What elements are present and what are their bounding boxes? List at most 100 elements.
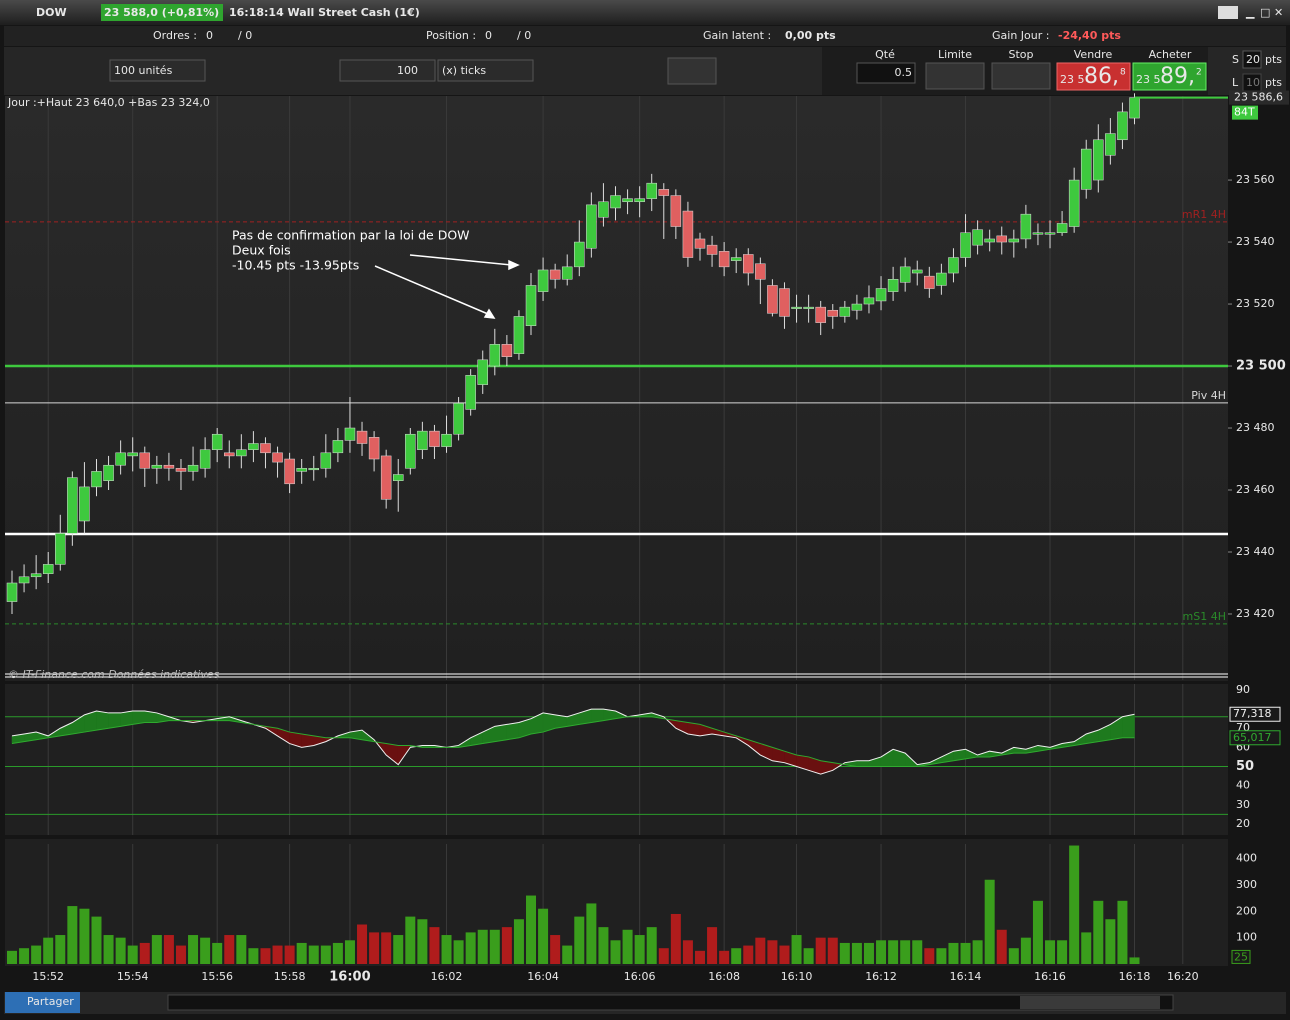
sell-sup[interactable]: 8 bbox=[1120, 68, 1126, 78]
candle-body bbox=[42, 564, 54, 574]
volume-bar bbox=[369, 932, 380, 964]
symbol: DOW bbox=[36, 6, 67, 19]
volume-bar bbox=[1069, 845, 1080, 964]
s-input[interactable] bbox=[1242, 50, 1262, 69]
buy-sup[interactable]: 2 bbox=[1196, 68, 1202, 78]
candle-body bbox=[501, 344, 513, 357]
x-tick-label: 15:52 bbox=[32, 970, 64, 983]
buy-big[interactable]: 89, bbox=[1160, 64, 1195, 89]
x-tick-label: 16:14 bbox=[950, 970, 982, 983]
candle-body bbox=[634, 198, 645, 203]
volume-bar bbox=[139, 942, 150, 964]
l-value[interactable]: 10 bbox=[1246, 76, 1260, 89]
volume-bar bbox=[429, 927, 440, 964]
band-fill bbox=[856, 760, 870, 767]
stop-buttons[interactable] bbox=[991, 62, 1051, 90]
y-tick-label: 23 480 bbox=[1236, 421, 1275, 434]
volume-bar bbox=[1032, 900, 1043, 964]
candle-body bbox=[1080, 148, 1092, 190]
volume-bar bbox=[43, 937, 54, 964]
volume-bar bbox=[622, 929, 633, 964]
units-select[interactable] bbox=[109, 59, 206, 82]
sell-prefix[interactable]: 23 5 bbox=[1060, 73, 1085, 86]
candle-body bbox=[79, 486, 90, 522]
volume-bar bbox=[91, 916, 102, 964]
volume-bar bbox=[1093, 900, 1104, 964]
volume-bar bbox=[200, 937, 211, 964]
candle-body bbox=[1117, 111, 1128, 141]
last-price-box bbox=[1229, 90, 1289, 105]
candle-body bbox=[18, 576, 30, 584]
candle-body bbox=[1056, 223, 1068, 234]
volume-bar bbox=[248, 948, 259, 964]
volume-bar bbox=[634, 935, 645, 964]
candle-body bbox=[718, 251, 730, 268]
sell-button[interactable] bbox=[1056, 62, 1131, 91]
share-button[interactable] bbox=[5, 992, 80, 1013]
ticks-value[interactable]: 100 bbox=[397, 64, 418, 77]
y-tick-label: 23 440 bbox=[1236, 545, 1275, 558]
volume-bar bbox=[767, 940, 778, 964]
y-tick-label: 50 bbox=[1236, 759, 1254, 774]
candle-body bbox=[272, 452, 283, 463]
volume-bar bbox=[393, 935, 404, 964]
candle-body bbox=[936, 272, 947, 286]
candle-body bbox=[767, 285, 778, 314]
band-fill bbox=[506, 722, 520, 741]
volume-bar bbox=[151, 935, 162, 964]
ticks-select[interactable] bbox=[437, 59, 534, 82]
ticks-input[interactable] bbox=[339, 59, 436, 82]
candle-body bbox=[984, 238, 995, 243]
candle-body bbox=[561, 266, 573, 280]
ticks-unit[interactable]: (x) ticks bbox=[442, 64, 486, 77]
volume-bar bbox=[1045, 940, 1056, 964]
volume-bar bbox=[163, 935, 174, 964]
s-value[interactable]: 20 bbox=[1246, 53, 1260, 66]
band-fill bbox=[120, 710, 133, 727]
annotation: Pas de confirmation par la loi de DOW bbox=[232, 228, 470, 243]
y-tick-label: 100 bbox=[1236, 931, 1257, 944]
candle-body bbox=[743, 254, 754, 274]
keyboard-icon[interactable] bbox=[1218, 6, 1238, 19]
volume-bar bbox=[127, 945, 138, 964]
candle-body bbox=[694, 238, 706, 249]
volume-bar bbox=[260, 948, 271, 964]
limit-buttons[interactable] bbox=[925, 62, 985, 90]
share[interactable]: Partager bbox=[27, 995, 74, 1008]
qty[interactable]: 0.5 bbox=[895, 66, 913, 79]
volume-bar bbox=[7, 950, 17, 964]
candle-body bbox=[525, 285, 537, 326]
volume-bar bbox=[550, 935, 561, 964]
s-unit: pts bbox=[1265, 53, 1282, 66]
minimize[interactable]: ▁ bbox=[1245, 6, 1255, 19]
volume-bar bbox=[212, 942, 223, 964]
y-tick-label: 23 540 bbox=[1236, 235, 1275, 248]
qty-input[interactable] bbox=[856, 62, 916, 84]
buy-prefix[interactable]: 23 5 bbox=[1136, 73, 1161, 86]
volume-bar bbox=[924, 948, 935, 964]
y-tick-label: 23 420 bbox=[1236, 607, 1275, 620]
position: 0 bbox=[485, 29, 492, 42]
candle-body bbox=[706, 244, 718, 255]
window-buttons[interactable]: ▁ □ ✕ bbox=[1218, 6, 1283, 19]
close[interactable]: ✕ bbox=[1274, 6, 1283, 19]
band-fill bbox=[494, 724, 508, 742]
candle-body bbox=[260, 443, 271, 454]
tools-button[interactable] bbox=[667, 57, 717, 85]
volume-bar bbox=[719, 950, 730, 964]
sell-big[interactable]: 86, bbox=[1084, 64, 1119, 89]
buy-button[interactable] bbox=[1132, 62, 1207, 91]
units[interactable]: 100 unités bbox=[114, 64, 173, 77]
volume-bar bbox=[984, 879, 995, 964]
candle-body bbox=[211, 433, 223, 450]
scrollbar[interactable] bbox=[167, 994, 1174, 1011]
maximize[interactable]: □ bbox=[1260, 6, 1270, 19]
volume-bar bbox=[1057, 940, 1068, 964]
candle-body bbox=[453, 402, 464, 435]
annotation: Deux fois bbox=[232, 243, 291, 258]
volume-bar bbox=[779, 945, 790, 964]
x-tick-label: 16:18 bbox=[1119, 970, 1151, 983]
scroll-thumb[interactable] bbox=[1020, 996, 1160, 1009]
